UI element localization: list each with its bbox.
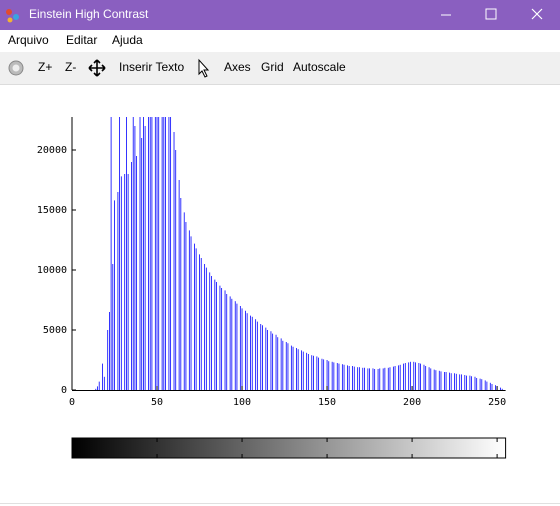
- menu-item[interactable]: Arquivo: [8, 33, 49, 47]
- title-bar: [0, 0, 560, 30]
- colorbar: [71, 437, 507, 459]
- y-tick-label: 15000: [37, 205, 67, 216]
- close-button[interactable]: [531, 8, 543, 20]
- menu-bar: [0, 30, 560, 52]
- toolbar-button[interactable]: Autoscale: [293, 60, 346, 74]
- menu-item[interactable]: Ajuda: [112, 33, 143, 47]
- toolbar-button[interactable]: Grid: [261, 60, 284, 74]
- toolbar-button[interactable]: Z+: [38, 60, 52, 74]
- toolbar-button[interactable]: Z-: [65, 60, 76, 74]
- pointer-icon[interactable]: [198, 58, 210, 78]
- home-icon[interactable]: [8, 60, 24, 76]
- plot: 0 5000 10000 15000 20000 0 50 100 150 200 250: [37, 117, 507, 459]
- toolbar-button[interactable]: Axes: [224, 60, 251, 74]
- y-tick-label: 0: [61, 385, 67, 396]
- x-tick-label: 100: [233, 397, 251, 408]
- maximize-button[interactable]: [485, 8, 497, 20]
- y-tick-label: 20000: [37, 145, 67, 156]
- x-tick-label: 0: [69, 397, 75, 408]
- app-icon: [6, 9, 19, 23]
- menu-item[interactable]: Editar: [66, 33, 97, 47]
- y-tick-label: 10000: [37, 265, 67, 276]
- x-tick-label: 250: [488, 397, 506, 408]
- x-tick-label: 50: [151, 397, 163, 408]
- x-tick-label: 200: [403, 397, 421, 408]
- x-tick-label: 150: [318, 397, 336, 408]
- y-tick-label: 5000: [43, 325, 67, 336]
- window-title: Einstein High Contrast: [29, 7, 149, 21]
- toolbar-button[interactable]: Inserir Texto: [119, 60, 184, 74]
- histogram: [95, 117, 503, 390]
- pan-icon[interactable]: [88, 59, 106, 77]
